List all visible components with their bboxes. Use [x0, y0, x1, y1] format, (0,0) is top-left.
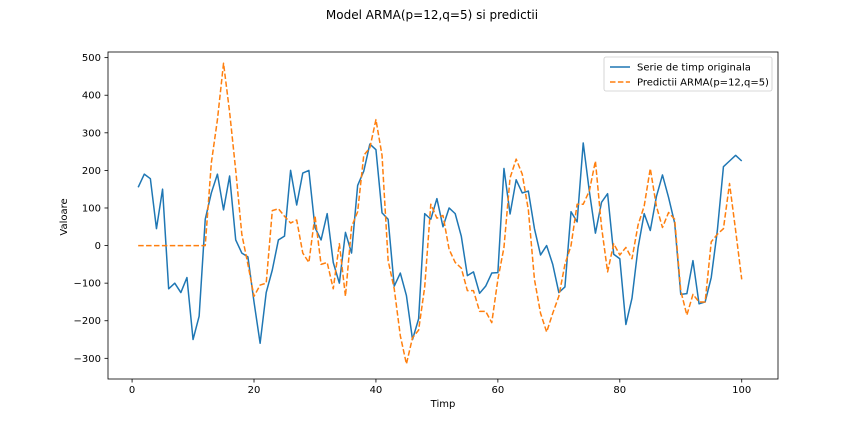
x-axis-label: Timp	[430, 399, 456, 410]
y-tick-label: 400	[82, 91, 101, 102]
legend-label-1: Serie de timp originala	[637, 63, 751, 74]
y-axis-label: Valoare	[59, 198, 70, 235]
y-tick-label: 200	[82, 166, 101, 177]
x-tick-label: 80	[613, 385, 626, 396]
series-line-1	[137, 142, 743, 345]
x-tick-label: 60	[492, 385, 505, 396]
x-tick-label: 100	[732, 385, 751, 396]
y-tick-label: −300	[74, 354, 101, 365]
y-tick-label: 500	[82, 53, 101, 64]
legend-label-2: Predictii ARMA(p=12,q=5)	[637, 78, 769, 89]
plot-frame	[107, 51, 779, 380]
series-layer	[137, 62, 743, 365]
axes-layer: 0 20 40 60 80 100 −300 −200 −100 0 100 200 300 400 500	[74, 51, 779, 396]
legend: Serie de timp originala Predictii ARMA(p=…	[603, 56, 773, 92]
y-tick-label: 300	[82, 128, 101, 139]
chart-title: Model ARMA(p=12,q=5) si predictii	[326, 8, 538, 22]
y-tick-label: −100	[74, 279, 101, 290]
x-tick-label: 40	[370, 385, 383, 396]
y-tick-label: −200	[74, 316, 101, 327]
legend-box	[603, 56, 773, 92]
series-line-2	[138, 62, 743, 365]
x-tick-label: 20	[248, 385, 261, 396]
y-tick-label: 100	[82, 203, 101, 214]
y-tick-label: 0	[95, 241, 101, 252]
x-tick-label: 0	[129, 385, 135, 396]
